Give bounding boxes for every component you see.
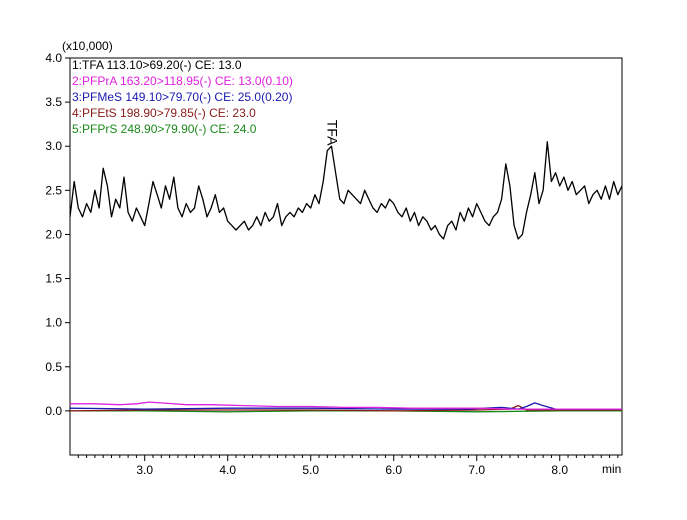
legend-entry-5: 5:PFPrS 248.90>79.90(-) CE: 24.0 bbox=[72, 122, 257, 136]
y-tick-label: 1.5 bbox=[45, 272, 62, 286]
y-multiplier-label: (x10,000) bbox=[62, 39, 113, 53]
x-tick-label: 7.0 bbox=[468, 463, 485, 477]
series-layer bbox=[69, 141, 623, 413]
x-unit-label: min bbox=[602, 462, 621, 476]
legend-entry-2: 2:PFPrA 163.20>118.95(-) CE: 13.0(0.10) bbox=[72, 74, 293, 88]
y-tick-label: 4.0 bbox=[45, 51, 62, 65]
y-tick-label: 0.0 bbox=[45, 404, 62, 418]
x-tick-label: 6.0 bbox=[385, 463, 402, 477]
plot-frame bbox=[69, 57, 623, 456]
y-tick-label: 1.0 bbox=[45, 316, 62, 330]
y-tick-label: 3.0 bbox=[45, 139, 62, 153]
annotations: TFA bbox=[324, 120, 340, 146]
legend-entry-4: 4:PFEtS 198.90>79.85(-) CE: 23.0 bbox=[72, 106, 256, 120]
legend-entry-1: 1:TFA 113.10>69.20(-) CE: 13.0 bbox=[72, 58, 242, 72]
x-tick-label: 3.0 bbox=[136, 463, 153, 477]
y-tick-label: 2.5 bbox=[45, 183, 62, 197]
series-line-2 bbox=[70, 401, 622, 410]
series-line-1 bbox=[69, 141, 623, 240]
x-tick-label: 4.0 bbox=[219, 463, 236, 477]
y-tick-label: 0.5 bbox=[45, 360, 62, 374]
legend: 1:TFA 113.10>69.20(-) CE: 13.0 2:PFPrA 16… bbox=[72, 58, 293, 136]
series-line-5 bbox=[70, 410, 622, 413]
x-tick-label: 8.0 bbox=[551, 463, 568, 477]
x-axis: 3.0 4.0 5.0 6.0 7.0 8.0 bbox=[77, 455, 619, 477]
peak-label: TFA bbox=[324, 120, 340, 146]
x-tick-label: 5.0 bbox=[302, 463, 319, 477]
legend-entry-3: 3:PFMeS 149.10>79.70(-) CE: 25.0(0.20) bbox=[72, 90, 292, 104]
y-tick-label: 2.0 bbox=[45, 227, 62, 241]
y-axis: 4.0 3.5 3.0 2.5 2.0 1.5 1.0 0.5 0.0 bbox=[45, 51, 70, 418]
series-line-4 bbox=[69, 404, 622, 412]
y-tick-label: 3.5 bbox=[45, 95, 62, 109]
series-line-3 bbox=[69, 402, 622, 410]
